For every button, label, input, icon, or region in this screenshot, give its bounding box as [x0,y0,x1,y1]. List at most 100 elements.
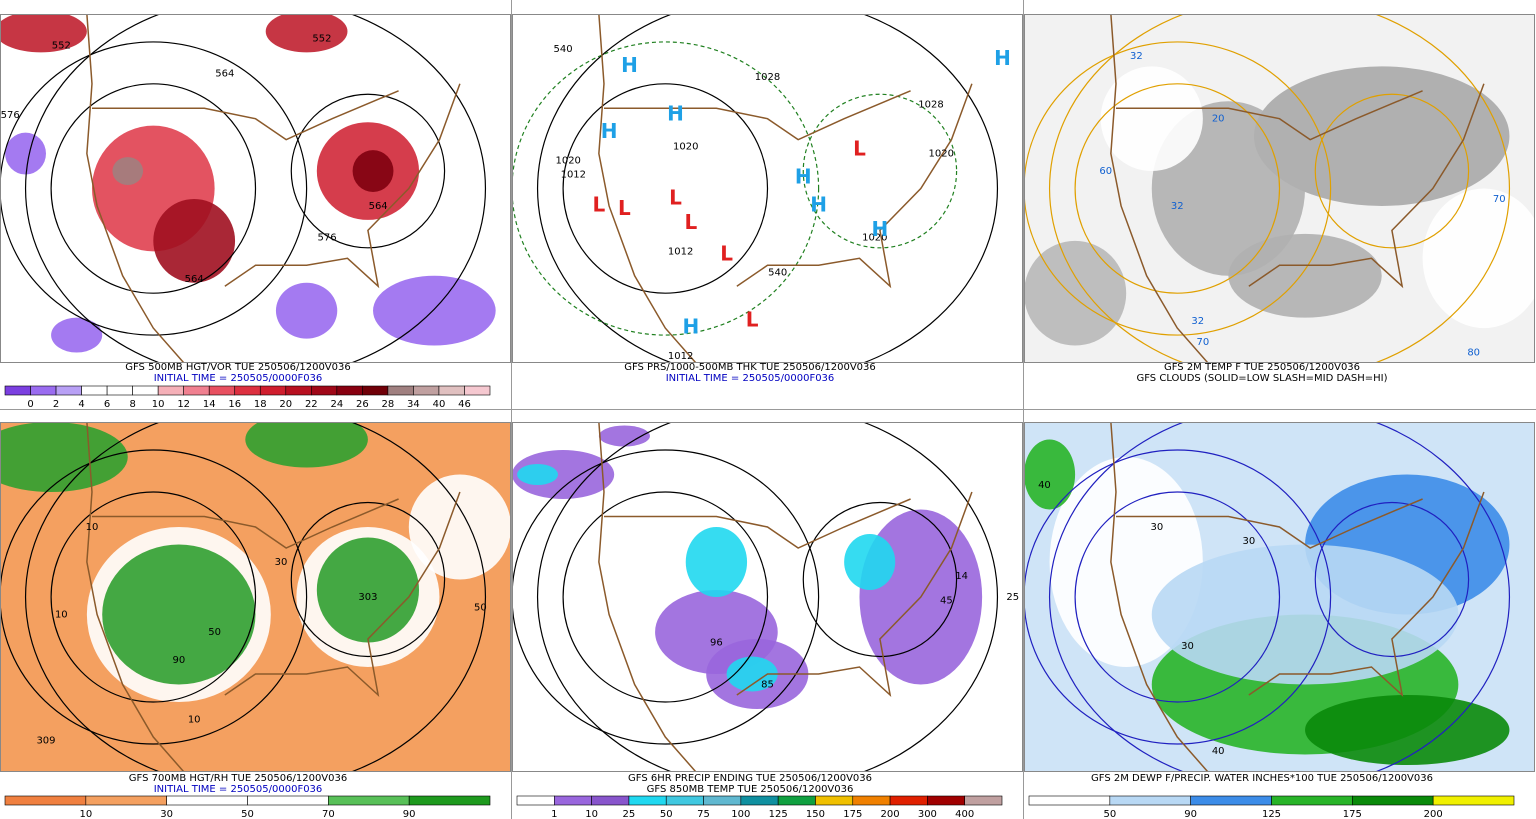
colorbar-label: 28 [382,399,395,410]
colorbar-box [1109,795,1191,806]
colorbar-box [166,795,248,806]
colorbar-box [208,385,236,396]
contour-label: 309 [36,736,55,747]
contour-label: 85 [761,680,774,691]
contour [562,491,769,703]
geo-boundary [598,422,697,772]
caption: INITIAL TIME = 250505/0000F036 [154,784,323,795]
colorbar-label: 90 [1184,809,1197,819]
map-frame [0,14,511,363]
colorbar-label: 125 [769,809,788,819]
colorbar-label: 75 [697,809,710,819]
contour-label: 30 [1242,536,1255,547]
contour-label: 1020 [929,149,954,160]
colorbar-box [408,795,491,806]
contour [0,449,308,745]
colorbar-box [815,795,854,806]
contour [1024,449,1332,745]
contour-label: 576 [1,110,20,121]
contour [802,93,958,249]
contour [1049,422,1510,772]
shaded-area [512,450,615,499]
contour [1314,501,1470,658]
pressure-center: H [994,46,1011,70]
contour-label: 70 [1196,337,1209,348]
contour [1024,41,1332,336]
colorbar-label: 46 [458,399,471,410]
colorbar-label: 18 [254,399,267,410]
colorbar-box [1432,795,1515,806]
map: 96 85 25 14 45 [512,422,1023,772]
contour [290,93,446,249]
shaded-area [102,544,256,685]
pressure-center: L [720,241,733,265]
panel: 10 10 30 50 90 309 303 50 10 GFS 700MB HGT/RH TUE… [0,422,511,819]
colorbar-box [628,795,667,806]
colorbar-label: 0 [27,399,33,410]
map: 552 564 552 576 564 576 564 [0,14,511,363]
contour [1074,491,1281,703]
contour [0,41,308,336]
pressure-center: H [872,217,889,241]
colorbar-box [30,385,57,396]
contour [290,501,446,658]
shaded-area [685,527,748,597]
geo-boundary [1248,83,1485,289]
shaded-area [51,317,103,353]
shaded-area [844,534,896,590]
pressure-center: H [601,119,618,143]
colorbar-box [665,795,704,806]
contour-label: 576 [317,232,336,243]
contour [1314,93,1470,249]
shaded-area [1024,240,1127,346]
colorbar-label: 50 [1103,809,1116,819]
caption: GFS PRS/1000-500MB THK TUE 250506/1200V0… [624,362,876,373]
shaded-area [265,14,348,53]
shaded-area [0,422,128,492]
colorbar-label: 175 [1343,809,1362,819]
colorbar-box [413,385,440,396]
caption: INITIAL TIME = 250505/0000F036 [666,373,835,384]
colorbar-label: 200 [1424,809,1443,819]
shaded-area [1253,66,1510,206]
caption: GFS 2M TEMP F TUE 250506/1200V036 [1164,362,1360,373]
colorbar-box [247,795,329,806]
contour-label: 1028 [918,100,943,111]
colorbar-box [132,385,159,396]
contour-label: 1020 [673,142,698,153]
contour [802,501,958,658]
shaded-area [598,425,650,447]
pressure-center: H [810,192,827,216]
colorbar-box [4,385,31,396]
colorbar-box [387,385,414,396]
colorbar-box [328,795,410,806]
colorbar-box [336,385,363,396]
contour [537,14,998,363]
colorbar-label: 20 [279,399,292,410]
colorbar-box [311,385,338,396]
colorbar-label: 100 [731,809,750,819]
contour-label: 80 [1467,348,1480,359]
contour-label: 564 [369,201,388,212]
contour-label: 60 [1099,166,1112,177]
pressure-center: H [667,102,684,126]
colorbar-label: 1 [551,809,557,819]
colorbar-box [183,385,210,396]
map: 40 30 30 30 40 [1024,422,1535,772]
colorbar-label: 300 [918,809,937,819]
contour-label: 552 [52,40,71,51]
colorbar-label: 200 [881,809,900,819]
colorbar-label: 40 [433,399,446,410]
colorbar-label: 24 [330,399,343,410]
shaded-area [726,656,778,692]
contour-label: 564 [185,274,204,285]
map-frame [512,422,1023,772]
colorbar-box [927,795,965,806]
colorbar-label: 70 [322,809,335,819]
colorbar-box [740,795,779,806]
contour-label: 30 [1150,522,1163,533]
colorbar-label: 50 [241,809,254,819]
colorbar-box [4,795,87,806]
shaded-area [112,157,144,186]
